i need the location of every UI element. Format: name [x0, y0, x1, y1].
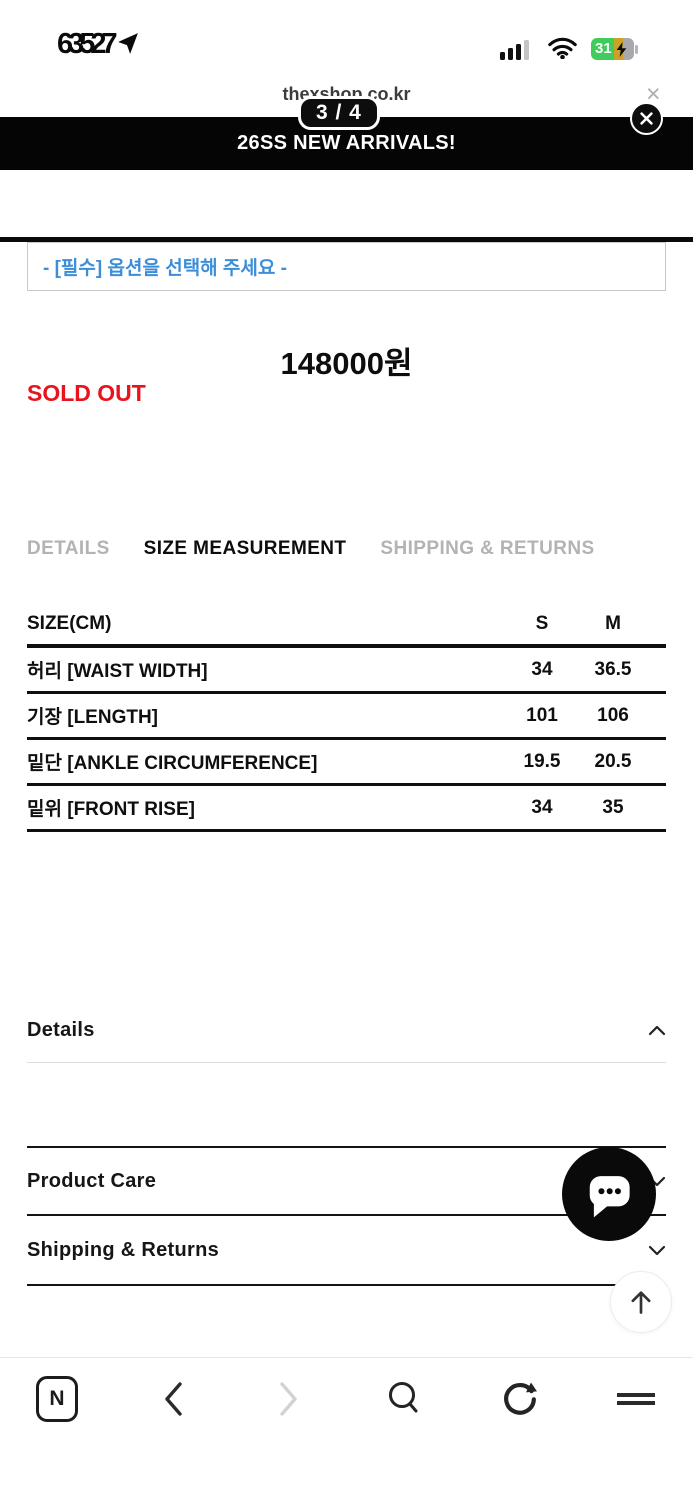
cellular-signal-icon [500, 40, 529, 60]
tab-details[interactable]: DETAILS [27, 538, 110, 559]
row-value-s: 19.5 [523, 750, 561, 772]
chat-bubble-icon [589, 1176, 630, 1218]
toolbar-search-button[interactable] [381, 1374, 427, 1424]
product-tabs: DETAILS SIZE MEASUREMENT SHIPPING & RETU… [27, 538, 595, 560]
product-price: 148000원 [280, 346, 413, 381]
row-value-s: 34 [531, 796, 553, 818]
size-table-header: SIZE(CM) S M [27, 604, 666, 648]
forward-button[interactable] [266, 1374, 312, 1424]
naver-logo-icon: N [36, 1376, 78, 1422]
location-arrow-icon [117, 33, 138, 54]
row-label: 밑단 [ANKLE CIRCUMFERENCE] [27, 753, 318, 774]
option-select-value: - [필수] 옵션을 선택해 주세요 - [43, 258, 287, 279]
back-button[interactable] [150, 1374, 196, 1424]
table-row: 밑위 [FRONT RISE] 34 35 [27, 786, 666, 832]
accordion-product-care-label: Product Care [27, 1169, 157, 1192]
row-value-m: 20.5 [594, 750, 632, 772]
chevron-right-icon [279, 1382, 297, 1416]
arrow-up-icon [631, 1291, 651, 1314]
battery-gray-segment [623, 38, 634, 60]
battery-percent-text: 31 [595, 40, 612, 57]
accordion-details[interactable]: Details [27, 1006, 666, 1054]
accordion-details-label: Details [27, 1018, 95, 1041]
tab-size-measurement[interactable]: SIZE MEASUREMENT [143, 538, 347, 559]
close-icon [640, 112, 653, 125]
accordion-shipping-returns[interactable]: Shipping & Returns [27, 1216, 666, 1286]
scroll-to-top-button[interactable] [610, 1271, 672, 1333]
row-value-m: 35 [602, 796, 624, 818]
promo-banner-text: 26SS NEW ARRIVALS! [237, 132, 456, 154]
wifi-icon [548, 37, 577, 59]
site-header [0, 170, 693, 242]
option-select[interactable]: - [필수] 옵션을 선택해 주세요 - [27, 242, 666, 291]
size-table-header-label: SIZE(CM) [27, 613, 112, 634]
refresh-button[interactable] [497, 1374, 543, 1424]
search-icon [389, 1382, 418, 1413]
row-value-s: 34 [531, 658, 553, 680]
sold-out-badge: SOLD OUT [27, 380, 146, 406]
table-row: 기장 [LENGTH] 101 106 [27, 694, 666, 740]
status-time-text: 63527 [57, 28, 118, 60]
chevron-up-icon [648, 1025, 666, 1035]
row-value-s: 101 [526, 704, 558, 726]
details-divider [27, 1062, 666, 1063]
table-row: 허리 [WAIST WIDTH] 34 36.5 [27, 648, 666, 694]
chat-button[interactable] [562, 1147, 656, 1241]
row-label: 밑위 [FRONT RISE] [27, 799, 195, 820]
row-label: 허리 [WAIST WIDTH] [27, 661, 208, 682]
battery-green-segment [591, 38, 614, 60]
tab-shipping-returns[interactable]: SHIPPING & RETURNS [380, 538, 595, 559]
dismiss-x-icon[interactable]: × [646, 80, 661, 108]
naver-home-button[interactable]: N [34, 1374, 80, 1424]
row-value-m: 106 [597, 704, 629, 726]
battery-icon: 31 [591, 38, 638, 60]
chevron-down-icon [648, 1245, 666, 1255]
row-label: 기장 [LENGTH] [27, 707, 158, 728]
chevron-left-icon [165, 1382, 182, 1416]
column-s: S [535, 613, 549, 634]
page-counter-badge: 3 / 4 [298, 96, 380, 130]
refresh-icon [504, 1382, 538, 1415]
browser-toolbar: N [0, 1370, 693, 1428]
battery-nub [635, 45, 638, 54]
status-time: 63527 [57, 28, 140, 61]
toolbar-divider [0, 1357, 693, 1358]
table-row: 밑단 [ANKLE CIRCUMFERENCE] 19.5 20.5 [27, 740, 666, 786]
close-overlay-button[interactable] [630, 102, 663, 135]
toolbar-menu-button[interactable] [613, 1374, 659, 1424]
column-m: M [605, 613, 621, 634]
size-table: SIZE(CM) S M 허리 [WAIST WIDTH] 34 36.5 기장… [27, 604, 666, 832]
accordion-product-care[interactable]: Product Care [27, 1146, 666, 1216]
row-value-m: 36.5 [594, 658, 632, 680]
accordion-shipping-returns-label: Shipping & Returns [27, 1238, 220, 1261]
charging-bolt-icon [616, 42, 627, 57]
